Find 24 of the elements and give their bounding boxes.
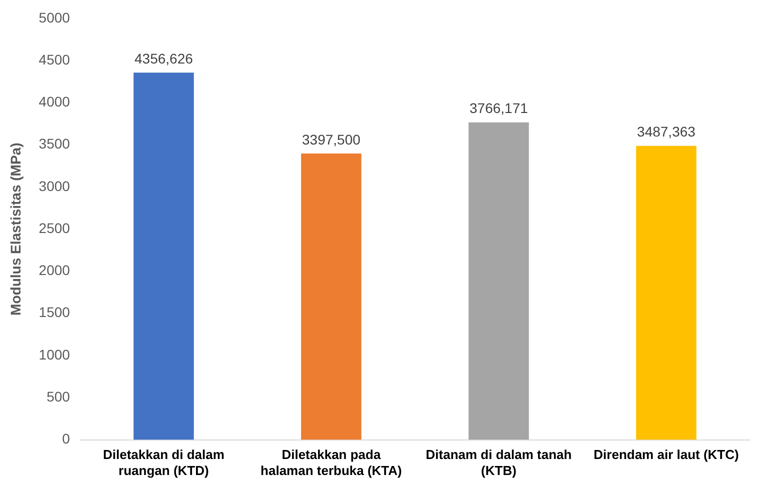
y-tick-label: 2000 xyxy=(38,262,70,278)
data-label: 3487,363 xyxy=(637,124,696,140)
bar xyxy=(301,153,362,440)
x-tick-label: Diletakkan di dalam ruangan (KTD) xyxy=(103,447,224,478)
y-tick-label: 3000 xyxy=(38,178,70,194)
y-tick-label: 500 xyxy=(46,388,70,405)
y-tick-label: 5000 xyxy=(38,9,70,26)
x-tick-label: Direndam air laut (KTC) xyxy=(594,447,739,462)
y-tick-label: 0 xyxy=(62,430,70,447)
data-label: 3397,500 xyxy=(302,131,361,148)
data-label: 4356,626 xyxy=(134,50,194,66)
bar xyxy=(134,72,194,440)
y-tick-label: 2500 xyxy=(38,220,70,236)
y-tick-label: 4500 xyxy=(38,51,70,68)
x-tick-label: Ditanam di dalam tanah (KTB) xyxy=(426,447,572,478)
y-tick-label: 3500 xyxy=(38,136,70,152)
data-label: 3766,171 xyxy=(470,100,528,116)
y-tick-label: 1500 xyxy=(38,304,70,320)
bar xyxy=(468,122,529,440)
x-tick-label: Diletakkan pada halaman terbuka (KTA) xyxy=(260,447,402,478)
y-tick-label: 1000 xyxy=(38,346,70,362)
y-axis-title: Modulus Elastisitas (MPa) xyxy=(7,142,24,316)
y-tick-label: 4000 xyxy=(38,94,70,110)
bar xyxy=(636,146,696,440)
